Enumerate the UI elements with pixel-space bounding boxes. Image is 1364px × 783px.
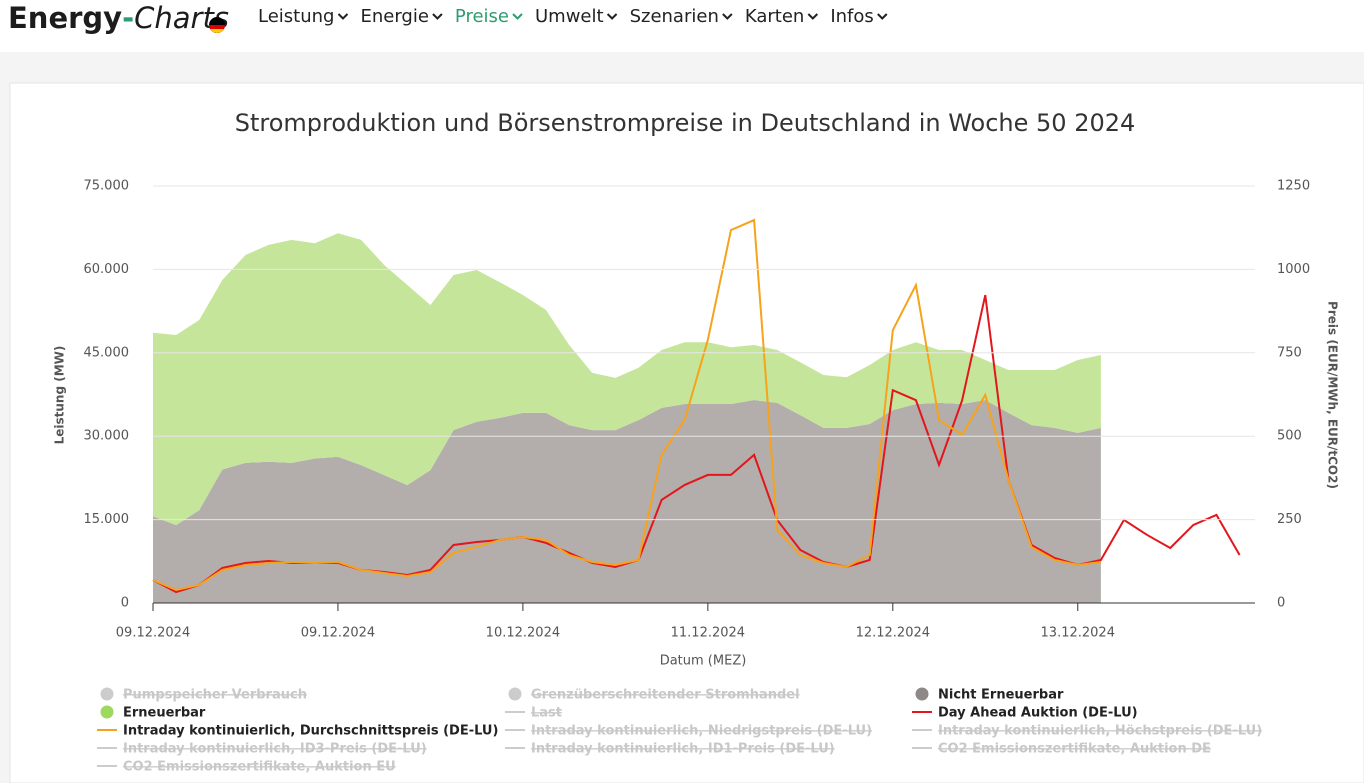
legend-item[interactable]: CO2 Emissionszertifikate, Auktion EU [97,760,396,775]
legend-label: Grenzüberschreitender Stromhandel [531,688,800,703]
legend-label: Intraday kontinuierlich, Durchschnittspr… [123,724,498,739]
nav-item[interactable]: Preise [455,6,509,27]
x-tick-label: 09.12.2024 [301,626,375,641]
legend-label: Intraday kontinuierlich, ID1-Preis (DE-L… [531,742,835,757]
header-bar [0,0,1364,52]
nav-chevron [512,13,523,20]
legend-item[interactable]: Erneuerbar [100,705,206,721]
nav-item[interactable]: Szenarien [630,6,719,27]
x-axis-label: Datum (MEZ) [660,654,747,669]
y-tick-label: 75.000 [84,179,130,194]
legend-label: Intraday kontinuierlich, Niedrigstpreis … [531,724,872,739]
legend-item[interactable]: Intraday kontinuierlich, ID3-Preis (DE-L… [97,742,427,757]
area [153,400,1101,603]
legend-label: Intraday kontinuierlich, ID3-Preis (DE-L… [123,742,427,757]
legend-item[interactable]: Intraday kontinuierlich, Durchschnittspr… [97,724,498,739]
legend-symbol [100,687,114,701]
nav-chevron [606,13,618,20]
line [152,218,1101,592]
y-tick-label: 30.000 [84,429,130,444]
y-axis-label: Leistung (MW) [53,346,67,445]
nav-chevron [722,13,733,20]
logo-word: Energy [8,1,122,35]
area [153,233,1101,526]
nav-item[interactable]: Karten [745,6,804,27]
legend-label: Nicht Erneuerbar [938,688,1064,703]
legend-item[interactable]: Intraday kontinuierlich, ID1-Preis (DE-L… [505,742,835,757]
logo-text: Energy-Charts [8,1,229,35]
chart-title: Stromproduktion und Börsenstrompreise in… [235,109,1136,137]
x-tick-label: 12.12.2024 [856,626,930,641]
x-tick-label: 09.12.2024 [116,626,190,641]
nav-item[interactable]: Umwelt [535,6,604,27]
legend-symbol [915,687,929,701]
legend-item[interactable]: Day Ahead Auktion (DE-LU) [912,706,1138,721]
y-tick-label: 0 [121,596,129,611]
logo-dash: - [122,1,134,35]
legend-item[interactable]: Intraday kontinuierlich, Niedrigstpreis … [505,724,872,739]
y2-tick-label: 250 [1277,512,1302,527]
legend-item[interactable]: Grenzüberschreitender Stromhandel [508,687,800,703]
x-tick-label: 13.12.2024 [1041,626,1115,641]
plot [152,218,1241,603]
legend-item[interactable]: CO2 Emissionszertifikate, Auktion DE [912,742,1211,757]
legend-symbol [100,705,114,719]
y2-tick-label: 500 [1277,429,1302,444]
y-tick-label: 15.000 [84,512,130,527]
y-tick-label: 45.000 [84,345,130,360]
legend-label: Day Ahead Auktion (DE-LU) [938,706,1138,721]
y2-axis-label: Preis (EUR/MWh, EUR/tCO2) [1326,301,1340,489]
legend-label: CO2 Emissionszertifikate, Auktion DE [938,742,1211,757]
y2-tick-label: 1000 [1277,262,1310,277]
nav-item[interactable]: Leistung [258,6,334,27]
nav-chevron [807,13,819,20]
nav-item[interactable]: Energie [360,6,428,27]
y2-tick-label: 0 [1277,596,1285,611]
y-tick-label: 60.000 [84,262,130,277]
flag [210,29,224,33]
nav-item[interactable]: Infos [830,6,873,27]
nav-chevron [877,13,888,20]
logo[interactable]: Energy-Charts [8,1,229,35]
nav-chevron [337,13,349,20]
legend-item[interactable]: Intraday kontinuierlich, Höchstpreis (DE… [912,724,1262,739]
legend-item[interactable]: Last [505,706,562,721]
y2-tick-label: 750 [1277,345,1302,360]
legend-label: Erneuerbar [123,706,206,721]
legend-item[interactable]: Pumpspeicher Verbrauch [100,687,307,703]
legend-label: CO2 Emissionszertifikate, Auktion EU [123,760,396,775]
legend-symbol [508,687,522,701]
nav-chevron [432,13,443,20]
legend-item[interactable]: Nicht Erneuerbar [915,687,1064,703]
y2-tick-label: 1250 [1277,179,1310,194]
legend-label: Last [531,706,562,721]
x-tick-label: 11.12.2024 [671,626,745,641]
legend-label: Pumpspeicher Verbrauch [123,688,307,703]
x-tick-label: 10.12.2024 [486,626,560,641]
legend-label: Intraday kontinuierlich, Höchstpreis (DE… [938,724,1262,739]
